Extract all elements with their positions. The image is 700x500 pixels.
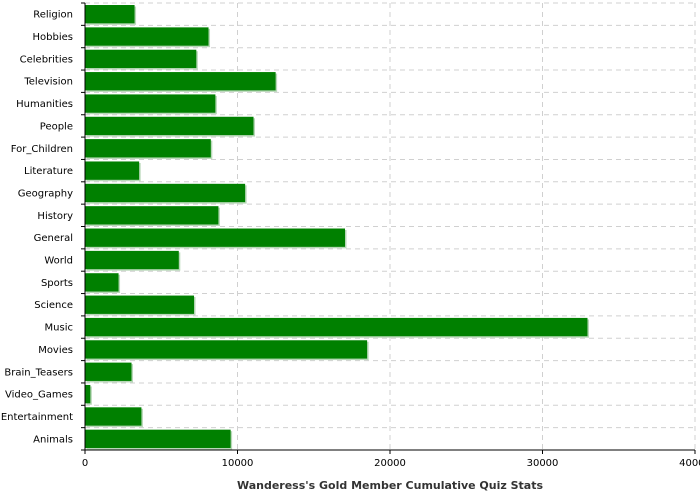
category-label: Movies	[38, 345, 73, 356]
category-label: World	[44, 256, 73, 267]
bar-movies	[85, 340, 368, 359]
category-label: Sports	[41, 278, 73, 289]
category-label: People	[40, 121, 73, 132]
category-label: Entertainment	[1, 412, 73, 423]
category-label: Hobbies	[33, 32, 73, 43]
bar-science	[85, 295, 195, 314]
category-label: Science	[34, 300, 73, 311]
bar-people	[85, 116, 254, 136]
bar-general	[85, 228, 346, 247]
bar-sports	[85, 273, 119, 292]
bar-world	[85, 250, 179, 270]
bar-humanities	[85, 94, 216, 113]
bar-celebrities	[85, 49, 197, 69]
category-label: Religion	[33, 10, 73, 21]
bar-television	[85, 72, 276, 91]
bar-religion	[85, 5, 135, 24]
category-labels: Religion Hobbies Celebrities Television Huma…	[1, 10, 73, 446]
x-axis-label: Wanderess's Gold Member Cumulative Quiz …	[237, 479, 543, 492]
bar-animals	[85, 429, 231, 448]
bar-literature	[85, 161, 140, 180]
category-label: Animals	[33, 434, 73, 445]
bar-video-games	[85, 384, 91, 404]
x-tick-label: 0	[82, 458, 88, 469]
category-label: Geography	[18, 188, 73, 199]
category-label: General	[34, 233, 73, 244]
category-label: Television	[23, 77, 73, 88]
grid-lines	[85, 2, 696, 451]
bar-for-children	[85, 139, 211, 158]
category-label: Brain_Teasers	[4, 367, 73, 378]
category-label: Humanities	[16, 99, 73, 110]
bar-geography	[85, 183, 246, 203]
bar-entertainment	[85, 407, 142, 426]
category-label: Video_Games	[5, 390, 73, 401]
category-label: Literature	[24, 166, 73, 177]
category-label: For_Children	[11, 144, 73, 155]
bar-music	[85, 317, 588, 337]
x-tick-label: 10000	[222, 458, 254, 469]
x-tick-label: 40000	[679, 458, 700, 469]
category-label: Music	[45, 323, 73, 334]
x-tick-label: 20000	[374, 458, 406, 469]
bar-brain-teasers	[85, 362, 132, 381]
x-tick-labels: 0 10000 20000 30000 40000	[82, 458, 700, 469]
category-label: Celebrities	[20, 54, 73, 65]
x-tick-label: 30000	[527, 458, 559, 469]
category-label: History	[37, 211, 73, 222]
bars	[85, 5, 589, 450]
bar-hobbies	[85, 27, 209, 46]
bar-history	[85, 206, 219, 225]
axes	[81, 2, 696, 454]
